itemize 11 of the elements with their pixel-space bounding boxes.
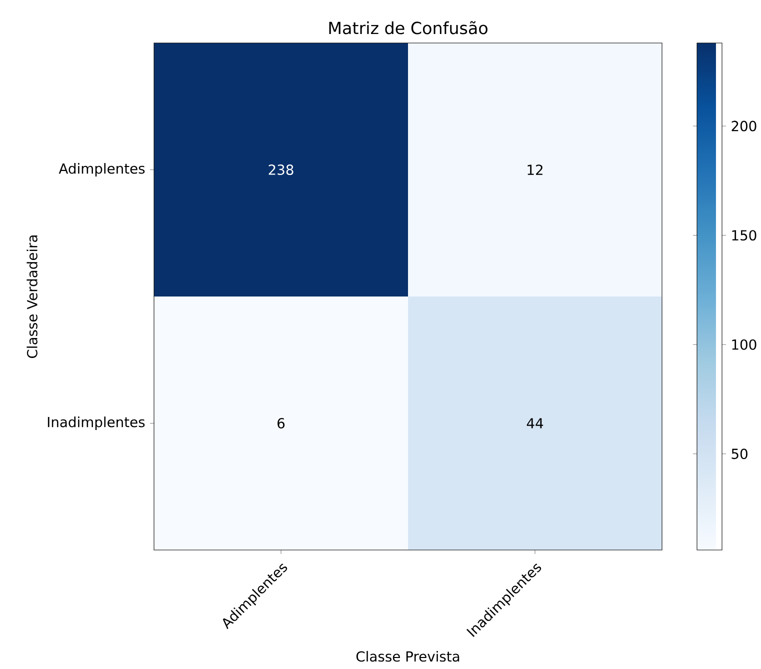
x-axis-title: Classe Prevista — [356, 650, 460, 662]
color-bar-label: 100 — [732, 339, 756, 350]
data-label: 44 — [526, 418, 544, 428]
data-label: 12 — [528, 164, 542, 175]
color-bar-label: 150 — [732, 230, 756, 241]
data-label: 238 — [268, 164, 294, 175]
color-bar-label: 200 — [732, 120, 756, 132]
y-axis-title: Classe Verdadeira — [26, 236, 38, 358]
chart-title: Matriz de Confusão — [329, 21, 488, 34]
data-label: 6 — [278, 418, 285, 428]
color-bar-label: 50 — [732, 448, 748, 460]
